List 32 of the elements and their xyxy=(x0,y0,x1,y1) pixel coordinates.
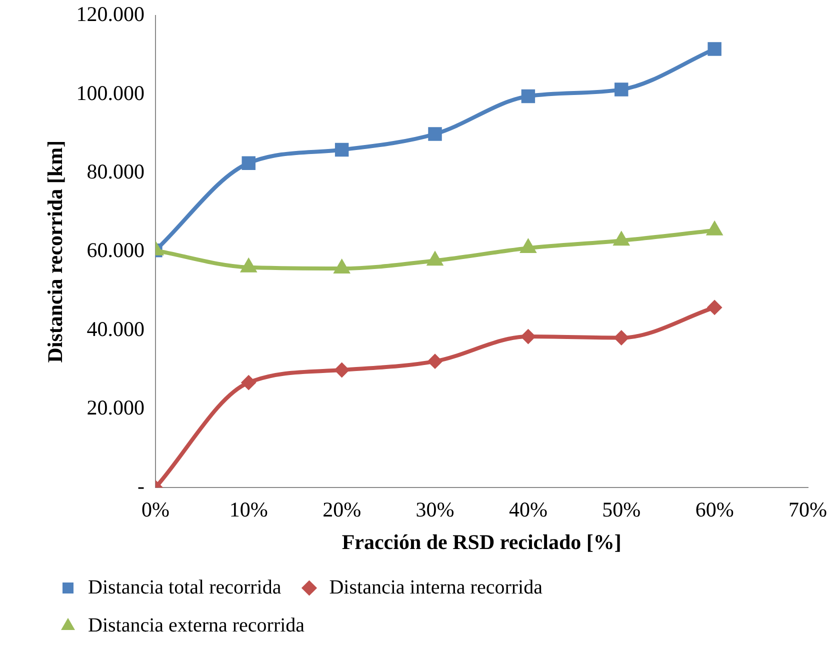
legend-label: Distancia interna recorrida xyxy=(329,576,543,598)
point xyxy=(428,127,442,141)
x-tick-label: 40% xyxy=(508,498,548,522)
y-tick-label: 60.000 xyxy=(86,238,144,262)
point xyxy=(334,142,349,157)
x-axis-title: Fracción de RSD reciclado [%] xyxy=(342,530,622,554)
point xyxy=(334,362,350,378)
legend-label: Distancia total recorrida xyxy=(88,576,282,598)
point xyxy=(521,89,536,104)
x-tick-label: 70% xyxy=(788,498,828,522)
point xyxy=(428,354,443,369)
x-tick-label: 50% xyxy=(602,498,641,522)
x-tick-label: 60% xyxy=(695,498,734,522)
y-tick-label: 100.000 xyxy=(76,80,144,105)
point xyxy=(614,330,629,346)
point xyxy=(241,375,256,390)
y-tick-label: - xyxy=(137,474,144,498)
point xyxy=(614,82,628,96)
y-axis-title: Distancia recorrida [km] xyxy=(43,140,68,363)
y-tick-label: 120.000 xyxy=(76,2,144,26)
point xyxy=(707,300,722,315)
y-tick-label: 20.000 xyxy=(86,395,144,420)
point xyxy=(520,329,536,344)
point xyxy=(708,42,722,56)
y-tick-label: 80.000 xyxy=(86,159,144,184)
legend-label: Distancia externa recorrida xyxy=(88,614,305,636)
x-tick-label: 30% xyxy=(416,498,454,522)
y-tick-label: 40.000 xyxy=(86,316,144,341)
point xyxy=(242,156,256,170)
x-tick-label: 20% xyxy=(322,498,362,522)
x-tick-label: 10% xyxy=(229,498,268,522)
x-tick-label: 0% xyxy=(141,498,170,522)
